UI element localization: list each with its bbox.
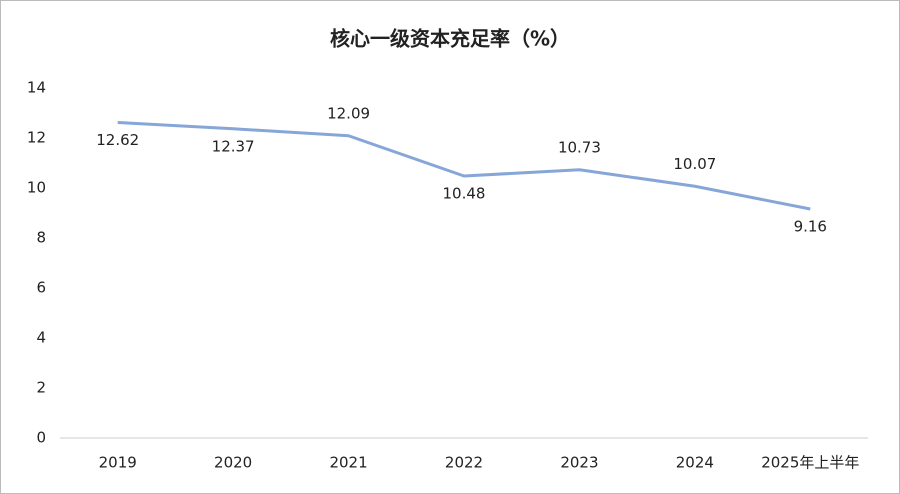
y-tick-label: 14 [27,79,46,97]
y-tick-label: 0 [36,429,46,447]
x-tick-label: 2024 [676,454,714,472]
y-tick-label: 10 [27,179,46,197]
y-tick-label: 12 [27,129,46,147]
chart-title: 核心一级资本充足率（%） [330,27,570,51]
x-tick-label: 2021 [329,454,367,472]
y-tick-label: 4 [36,329,46,347]
x-tick-label: 2020 [214,454,252,472]
data-label: 9.16 [794,218,827,236]
line [117,121,811,211]
data-label: 12.09 [327,104,370,122]
x-tick-label: 2023 [560,454,598,472]
y-tick-label: 6 [36,279,46,297]
y-tick-label: 8 [36,229,46,247]
data-label: 12.62 [96,131,139,149]
y-tick-label: 2 [36,379,46,397]
x-tick-label: 2019 [99,454,137,472]
data-label: 12.37 [212,137,255,155]
data-label: 10.07 [673,155,716,173]
data-label: 10.73 [558,138,601,156]
x-tick-label: 2022 [445,454,483,472]
data-label: 10.48 [443,185,486,203]
x-tick-label: 2025年上半年 [761,454,859,472]
